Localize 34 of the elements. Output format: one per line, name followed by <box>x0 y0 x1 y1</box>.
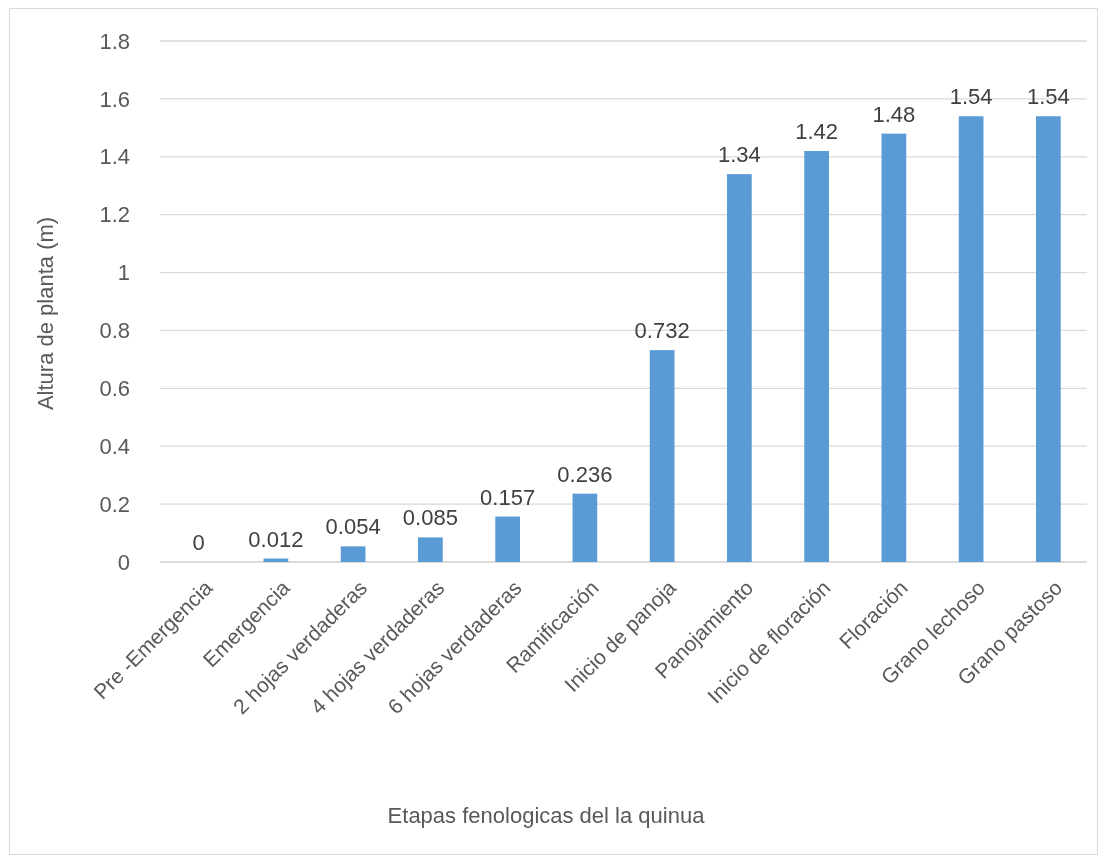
data-label: 1.42 <box>795 118 839 144</box>
data-label: 0 <box>192 530 205 555</box>
bar <box>727 174 752 562</box>
data-label: 1.34 <box>717 142 761 168</box>
data-label: 0.012 <box>248 526 304 552</box>
y-tick-label: 0 <box>117 549 130 575</box>
bar <box>1036 116 1061 562</box>
bar <box>881 133 907 562</box>
bar <box>495 516 520 562</box>
bar <box>418 537 443 562</box>
y-tick-label: 1 <box>117 260 130 286</box>
y-tick-label: 0.8 <box>99 318 130 344</box>
data-label: 0.054 <box>325 514 381 540</box>
y-axis-title: Altura de planta (m) <box>32 216 58 411</box>
data-label: 1.48 <box>872 101 916 127</box>
y-tick-label: 0.6 <box>99 376 130 402</box>
y-tick-label: 0.2 <box>99 491 130 517</box>
data-label: 0.085 <box>402 505 458 531</box>
data-label: 0.732 <box>634 318 690 344</box>
data-label: 1.54 <box>1026 84 1070 110</box>
x-axis-title: Etapas fenologicas del la quinua <box>387 802 706 828</box>
y-tick-label: 0.4 <box>99 433 130 459</box>
bar <box>958 116 984 562</box>
y-tick-label: 1.4 <box>99 144 130 170</box>
y-tick-label: 1.6 <box>99 86 130 112</box>
y-tick-label: 1.2 <box>99 202 130 228</box>
data-label: 0.236 <box>557 461 613 487</box>
bar <box>340 546 366 562</box>
bar <box>804 150 829 562</box>
data-label: 1.54 <box>949 84 993 110</box>
y-tick-label: 1.8 <box>99 28 130 54</box>
data-label: 0.157 <box>480 484 536 510</box>
bar <box>572 493 598 562</box>
bar <box>649 350 675 562</box>
